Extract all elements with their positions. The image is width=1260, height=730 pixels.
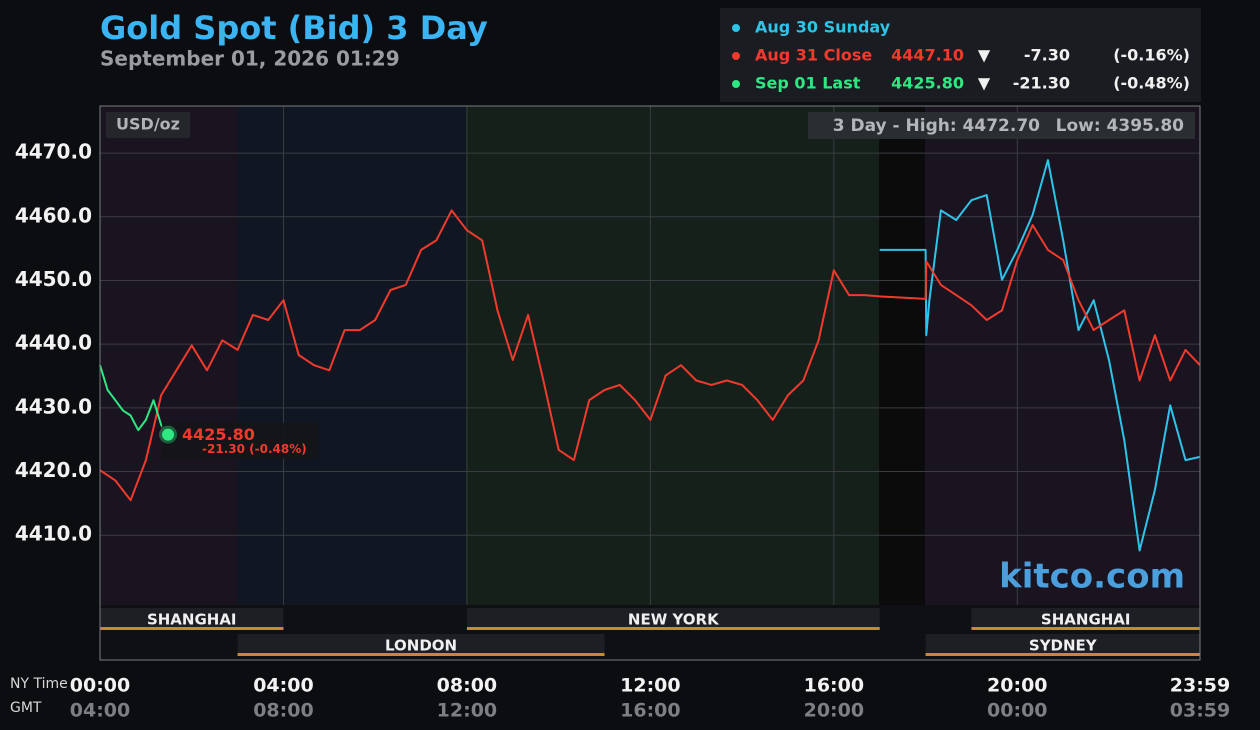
legend-direction: ▼ <box>978 46 991 65</box>
legend-dot <box>732 80 740 88</box>
session-label: LONDON <box>385 637 457 655</box>
x2-tick-label: 20:00 <box>804 700 864 722</box>
session-bar <box>100 608 284 630</box>
x2-tick-label: 04:00 <box>70 700 130 722</box>
series-line <box>99 364 169 436</box>
session-line <box>237 653 605 656</box>
sessions: SHANGHAI NEW YORK SHANGHAI LONDON SYDNEY <box>100 608 1200 656</box>
chart-subtitle: September 01, 2026 01:29 <box>100 47 400 71</box>
x-tick-label: 08:00 <box>437 675 497 697</box>
y-tick-label: 4410.0 <box>15 522 92 546</box>
x-tick-label: 20:00 <box>987 675 1047 697</box>
legend-change: -21.30 <box>1013 74 1070 93</box>
legend-direction: ▼ <box>978 74 991 93</box>
x-tick-label: 23:59 <box>1170 675 1230 697</box>
x2-tick-label: 08:00 <box>253 700 313 722</box>
x2-axis-label: GMT <box>10 700 42 716</box>
unit-label: USD/oz <box>116 115 180 134</box>
band <box>466 106 879 605</box>
session-label: SYDNEY <box>1029 637 1098 655</box>
y-tick-label: 4460.0 <box>15 203 92 227</box>
last-label-box <box>162 422 319 459</box>
session-bar <box>237 634 605 656</box>
band <box>237 106 466 605</box>
band <box>879 106 925 660</box>
y-tick-label: 4420.0 <box>15 458 92 482</box>
session-bar <box>971 608 1200 630</box>
x-axis-label: NY Time <box>10 676 68 692</box>
last-change-label: -21.30 (-0.48%) <box>202 442 307 456</box>
session-label: SHANGHAI <box>147 611 237 629</box>
legend-name: Sep 01 Last <box>755 74 861 93</box>
session-bar <box>925 634 1200 656</box>
plot-border <box>99 105 1201 661</box>
x2-tick-label: 00:00 <box>987 700 1047 722</box>
lines <box>99 159 1201 552</box>
session-bar <box>466 608 880 630</box>
legend-dot <box>732 52 740 60</box>
session-line <box>971 627 1200 630</box>
series-line <box>879 159 1201 552</box>
legend-name: Aug 31 Close <box>755 46 872 65</box>
series-line <box>99 209 1201 502</box>
x2-tick-label: 12:00 <box>437 700 497 722</box>
y-tick-label: 4450.0 <box>15 267 92 291</box>
x-tick-label: 04:00 <box>253 675 313 697</box>
x-tick-label: 12:00 <box>620 675 680 697</box>
last-point <box>162 428 175 441</box>
legend-pct: (-0.16%) <box>1113 46 1190 65</box>
session-line <box>925 653 1200 656</box>
x-tick-label: 00:00 <box>70 675 130 697</box>
unit-box <box>106 112 190 138</box>
legend-pct: (-0.48%) <box>1113 74 1190 93</box>
y-tick-label: 4470.0 <box>15 140 92 164</box>
legend-dot <box>732 24 740 32</box>
legend-name: Aug 30 Sunday <box>755 18 891 37</box>
legend-quote: 4425.80 <box>891 74 964 93</box>
legend-change: -7.30 <box>1024 46 1070 65</box>
x-tick-label: 16:00 <box>804 675 864 697</box>
last-value-label: 4425.80 <box>182 425 255 444</box>
session-label: NEW YORK <box>628 611 720 629</box>
x2-tick-label: 16:00 <box>620 700 680 722</box>
legend-box <box>720 8 1201 102</box>
low-label: Low: 4395.80 <box>1056 116 1185 136</box>
chart-title: Gold Spot (Bid) 3 Day <box>100 9 488 47</box>
y-tick-label: 4430.0 <box>15 394 92 418</box>
highlow-box <box>808 112 1195 139</box>
session-line <box>466 627 880 630</box>
band <box>925 106 1200 605</box>
high-label: 3 Day - High: 4472.70 <box>833 116 1040 136</box>
session-line <box>100 627 284 630</box>
legend-quote: 4447.10 <box>891 46 964 65</box>
watermark: kitco.com <box>999 557 1185 597</box>
band <box>100 106 237 605</box>
y-tick-label: 4440.0 <box>15 331 92 355</box>
session-label: SHANGHAI <box>1041 611 1131 629</box>
x2-tick-label: 03:59 <box>1170 700 1230 722</box>
